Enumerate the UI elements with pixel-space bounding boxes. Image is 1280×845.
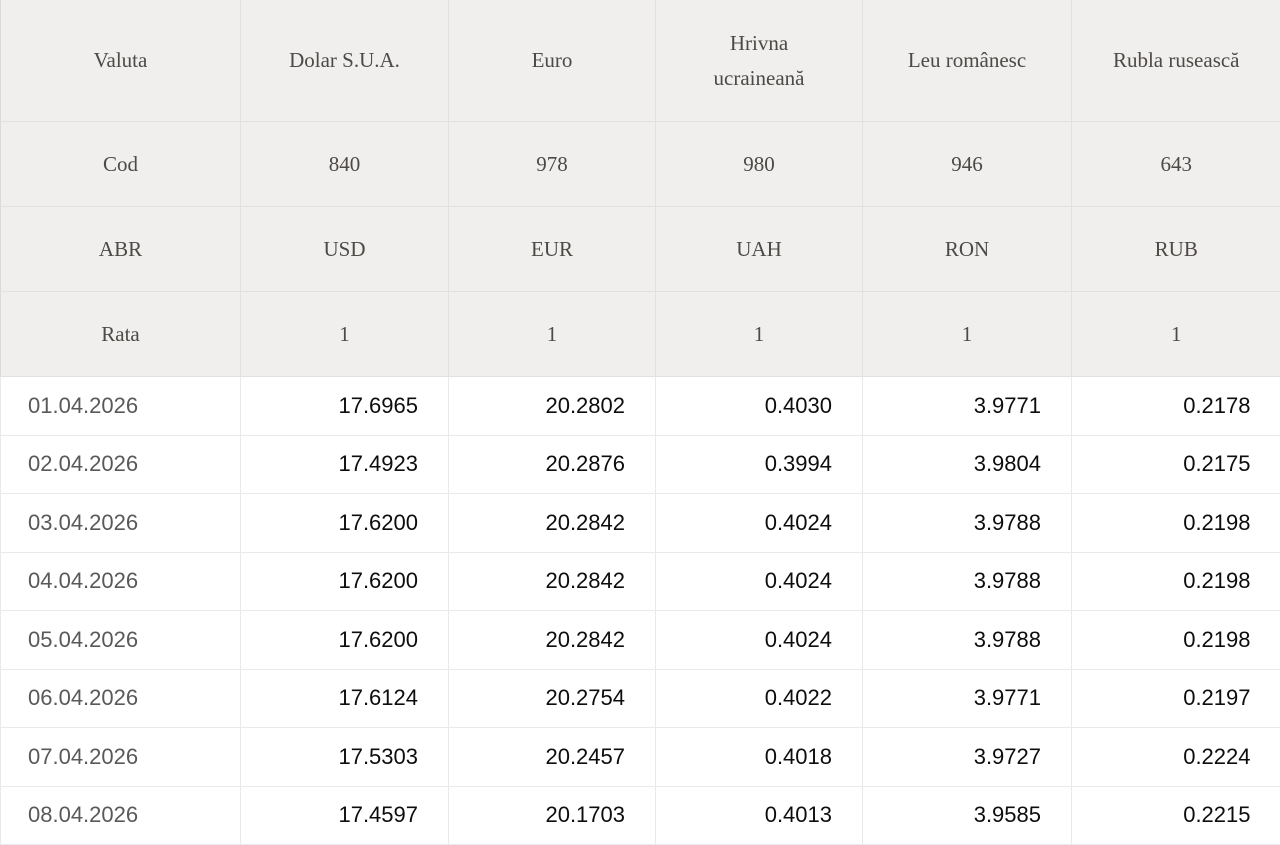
row-label-cod: Cod: [1, 122, 241, 207]
rate-cell-rub: 0.2178: [1072, 377, 1280, 436]
currency-name-eur: Euro: [449, 0, 656, 122]
currency-abbr-usd: USD: [241, 207, 449, 292]
rate-cell-eur: 20.2876: [449, 435, 656, 494]
currency-name-uah: Hrivna ucraineană: [656, 0, 863, 122]
currency-code-rub: 643: [1072, 122, 1280, 207]
rate-cell-eur: 20.2842: [449, 494, 656, 553]
rate-cell-usd: 17.6200: [241, 611, 449, 670]
table-row-rates: 04.04.2026 17.6200 20.2842 0.4024 3.9788…: [1, 552, 1280, 611]
rate-cell-ron: 3.9727: [863, 728, 1072, 787]
currency-code-eur: 978: [449, 122, 656, 207]
rate-cell-eur: 20.2457: [449, 728, 656, 787]
base-rate-usd: 1: [241, 292, 449, 377]
rate-cell-uah: 0.4024: [656, 611, 863, 670]
rate-cell-uah: 0.3994: [656, 435, 863, 494]
rate-cell-ron: 3.9788: [863, 494, 1072, 553]
table-row-rates: 05.04.2026 17.6200 20.2842 0.4024 3.9788…: [1, 611, 1280, 670]
table-row-rates: 06.04.2026 17.6124 20.2754 0.4022 3.9771…: [1, 669, 1280, 728]
rate-cell-uah: 0.4030: [656, 377, 863, 436]
date-cell: 01.04.2026: [1, 377, 241, 436]
rate-cell-uah: 0.4024: [656, 552, 863, 611]
date-cell: 04.04.2026: [1, 552, 241, 611]
row-label-rata: Rata: [1, 292, 241, 377]
table-row-currency-codes: Cod 840 978 980 946 643: [1, 122, 1280, 207]
row-label-valuta: Valuta: [1, 0, 241, 122]
rate-cell-eur: 20.1703: [449, 786, 656, 845]
base-rate-rub: 1: [1072, 292, 1280, 377]
rate-cell-ron: 3.9804: [863, 435, 1072, 494]
rate-cell-eur: 20.2802: [449, 377, 656, 436]
rate-cell-usd: 17.4597: [241, 786, 449, 845]
rate-cell-usd: 17.6965: [241, 377, 449, 436]
rate-cell-eur: 20.2842: [449, 611, 656, 670]
table-row-rates: 07.04.2026 17.5303 20.2457 0.4018 3.9727…: [1, 728, 1280, 787]
rate-cell-rub: 0.2197: [1072, 669, 1280, 728]
table-row-rates: 08.04.2026 17.4597 20.1703 0.4013 3.9585…: [1, 786, 1280, 845]
table-row-rates: 03.04.2026 17.6200 20.2842 0.4024 3.9788…: [1, 494, 1280, 553]
currency-name-ron: Leu românesc: [863, 0, 1072, 122]
rate-cell-ron: 3.9788: [863, 611, 1072, 670]
rate-cell-ron: 3.9771: [863, 377, 1072, 436]
base-rate-uah: 1: [656, 292, 863, 377]
rate-cell-rub: 0.2198: [1072, 611, 1280, 670]
row-label-abr: ABR: [1, 207, 241, 292]
base-rate-ron: 1: [863, 292, 1072, 377]
currency-abbr-eur: EUR: [449, 207, 656, 292]
date-cell: 05.04.2026: [1, 611, 241, 670]
rate-cell-rub: 0.2175: [1072, 435, 1280, 494]
rate-cell-usd: 17.4923: [241, 435, 449, 494]
table-row-rates: 01.04.2026 17.6965 20.2802 0.4030 3.9771…: [1, 377, 1280, 436]
rate-cell-uah: 0.4024: [656, 494, 863, 553]
rate-cell-usd: 17.6200: [241, 494, 449, 553]
date-cell: 08.04.2026: [1, 786, 241, 845]
date-cell: 07.04.2026: [1, 728, 241, 787]
rate-cell-eur: 20.2842: [449, 552, 656, 611]
rate-cell-uah: 0.4013: [656, 786, 863, 845]
currency-abbr-ron: RON: [863, 207, 1072, 292]
rate-cell-rub: 0.2198: [1072, 494, 1280, 553]
table-row-base-rate: Rata 1 1 1 1 1: [1, 292, 1280, 377]
currency-code-usd: 840: [241, 122, 449, 207]
table-row-currency-names: Valuta Dolar S.U.A. Euro Hrivna ucrainea…: [1, 0, 1280, 122]
date-cell: 02.04.2026: [1, 435, 241, 494]
rate-cell-ron: 3.9771: [863, 669, 1072, 728]
rate-cell-ron: 3.9788: [863, 552, 1072, 611]
currency-name-usd: Dolar S.U.A.: [241, 0, 449, 122]
date-cell: 03.04.2026: [1, 494, 241, 553]
table-row-rates: 02.04.2026 17.4923 20.2876 0.3994 3.9804…: [1, 435, 1280, 494]
rate-cell-usd: 17.6200: [241, 552, 449, 611]
rate-cell-rub: 0.2215: [1072, 786, 1280, 845]
rate-cell-usd: 17.6124: [241, 669, 449, 728]
rate-cell-rub: 0.2198: [1072, 552, 1280, 611]
rate-cell-uah: 0.4018: [656, 728, 863, 787]
rate-cell-usd: 17.5303: [241, 728, 449, 787]
currency-name-rub: Rubla rusească: [1072, 0, 1280, 122]
rate-cell-ron: 3.9585: [863, 786, 1072, 845]
rate-cell-rub: 0.2224: [1072, 728, 1280, 787]
currency-code-ron: 946: [863, 122, 1072, 207]
table-row-currency-abbreviations: ABR USD EUR UAH RON RUB: [1, 207, 1280, 292]
rate-cell-eur: 20.2754: [449, 669, 656, 728]
base-rate-eur: 1: [449, 292, 656, 377]
rate-cell-uah: 0.4022: [656, 669, 863, 728]
currency-abbr-rub: RUB: [1072, 207, 1280, 292]
currency-code-uah: 980: [656, 122, 863, 207]
date-cell: 06.04.2026: [1, 669, 241, 728]
currency-abbr-uah: UAH: [656, 207, 863, 292]
